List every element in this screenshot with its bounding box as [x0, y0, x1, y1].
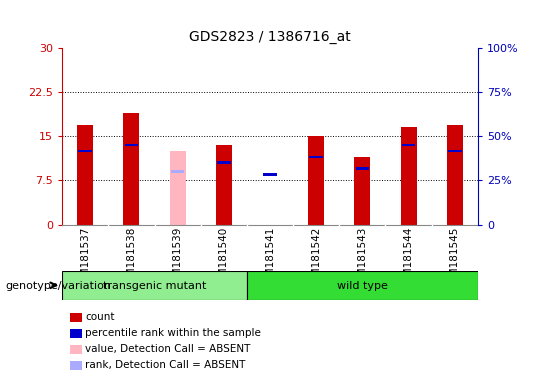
Bar [263, 173, 277, 176]
Bar [78, 150, 92, 152]
Bar [448, 150, 462, 152]
Bar [217, 162, 231, 164]
Bar [77, 124, 93, 225]
Text: GSM181543: GSM181543 [357, 227, 367, 290]
Text: GSM181545: GSM181545 [450, 227, 460, 290]
Bar [309, 156, 323, 158]
Bar [171, 170, 185, 173]
Bar [308, 136, 325, 225]
Text: GSM181544: GSM181544 [403, 227, 414, 290]
Bar [123, 113, 139, 225]
Bar [125, 144, 138, 146]
Bar [447, 124, 463, 225]
Bar [402, 144, 415, 146]
Text: GSM181542: GSM181542 [311, 227, 321, 290]
Text: genotype/variation: genotype/variation [5, 281, 111, 291]
Text: transgenic mutant: transgenic mutant [103, 280, 206, 291]
Text: rank, Detection Call = ABSENT: rank, Detection Call = ABSENT [85, 360, 246, 370]
Bar [401, 127, 417, 225]
Bar [170, 151, 186, 225]
Text: GSM181538: GSM181538 [126, 227, 137, 290]
Title: GDS2823 / 1386716_at: GDS2823 / 1386716_at [189, 30, 351, 44]
Text: GSM181539: GSM181539 [173, 227, 183, 290]
Text: value, Detection Call = ABSENT: value, Detection Call = ABSENT [85, 344, 251, 354]
Text: wild type: wild type [337, 280, 388, 291]
Bar [354, 157, 370, 225]
Bar [62, 271, 247, 300]
Text: count: count [85, 312, 115, 322]
Text: percentile rank within the sample: percentile rank within the sample [85, 328, 261, 338]
Text: GSM181541: GSM181541 [265, 227, 275, 290]
Text: GSM181540: GSM181540 [219, 227, 229, 290]
Text: GSM181537: GSM181537 [80, 227, 90, 290]
Bar [247, 271, 478, 300]
Bar [215, 145, 232, 225]
Bar [355, 167, 369, 170]
